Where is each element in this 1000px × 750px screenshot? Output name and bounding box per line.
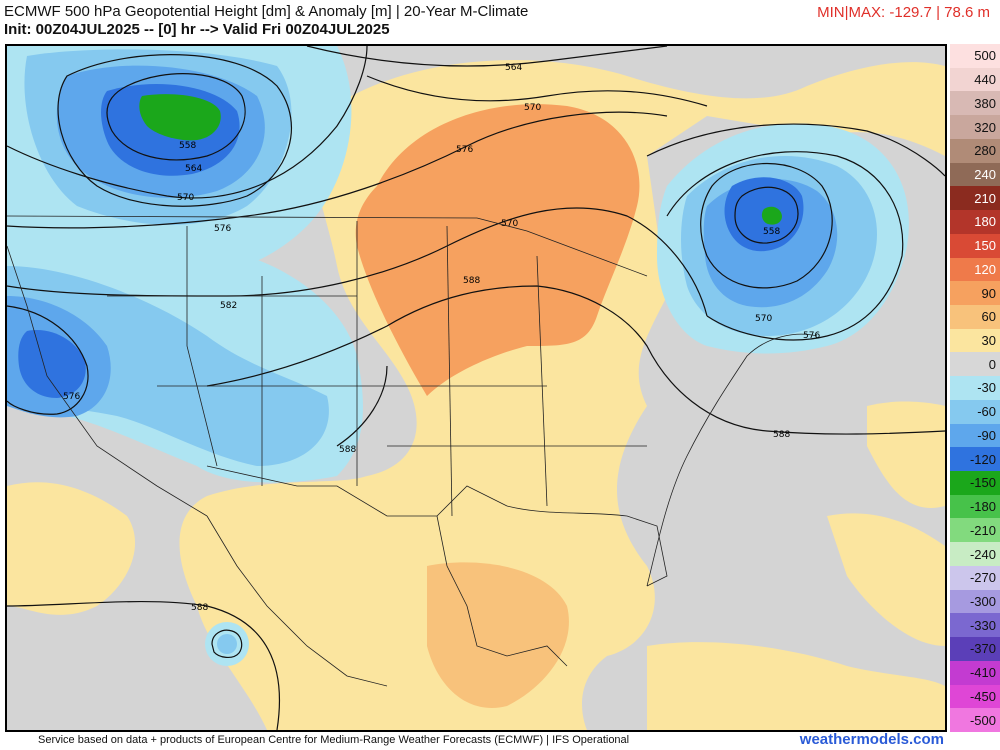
contour-label: 588 [191, 603, 208, 613]
warm-anomaly-core [355, 104, 640, 397]
legend-swatch: -150 [950, 471, 1000, 495]
legend-swatch: 240 [950, 162, 1000, 187]
legend-swatch: 440 [950, 67, 1000, 92]
contour-label: 588 [339, 445, 356, 455]
us-mexico-border [206, 465, 508, 517]
map-canvas: 564 570 576 558 564 570 576 582 576 570 … [7, 46, 945, 730]
legend-swatch: 60 [950, 304, 1000, 329]
state-line-1 [186, 226, 218, 467]
contour-558-ne [734, 186, 799, 244]
contour-label: 588 [773, 430, 790, 440]
legend-swatch: 30 [950, 328, 1000, 353]
legend-swatch: -90 [950, 423, 1000, 448]
mexico-west-coast [206, 515, 388, 687]
cold-anomaly-ne-extreme [761, 206, 782, 225]
legend-swatch: -270 [950, 565, 1000, 590]
brand-link[interactable]: weathermodels.com [799, 731, 944, 748]
legend-swatch: -180 [950, 494, 1000, 519]
warm-anomaly-atlantic [827, 513, 945, 646]
gulf-coast [506, 505, 668, 587]
legend-swatch: -450 [950, 684, 1000, 709]
contour-582-central [7, 207, 708, 317]
legend-swatch: 280 [950, 138, 1000, 163]
weather-map: 564 570 576 558 564 570 576 582 576 570 … [5, 44, 947, 732]
contour-558-nw [106, 73, 246, 161]
legend-swatch: 210 [950, 186, 1000, 211]
contour-564-nw [57, 54, 292, 207]
state-line-4 [446, 225, 453, 517]
contour-576-north [7, 111, 668, 229]
state-line-5 [536, 255, 548, 507]
cold-anomaly-nw-extreme [139, 94, 221, 141]
legend-swatch: -370 [950, 637, 1000, 661]
legend-swatch: -330 [950, 613, 1000, 638]
east-coast [646, 333, 818, 587]
legend-swatch: -240 [950, 542, 1000, 566]
contour-570-ne [666, 151, 904, 341]
legend-swatch: 0 [950, 352, 1000, 377]
warm-anomaly-east [867, 401, 945, 508]
cold-anomaly-sw-low-core [18, 330, 86, 398]
contour-label: 576 [214, 224, 231, 234]
contour-label-group: 564 570 576 558 564 570 576 582 576 570 … [63, 63, 820, 613]
contour-label: 576 [63, 392, 80, 402]
legend-swatch: -30 [950, 376, 1000, 400]
contour-label: 582 [220, 301, 237, 311]
legend-swatch: 120 [950, 257, 1000, 282]
contour-label: 570 [501, 219, 518, 229]
contour-label: 570 [755, 314, 772, 324]
legend-swatch: 150 [950, 233, 1000, 258]
contour-label: 558 [179, 141, 196, 151]
legend-swatch: -410 [950, 660, 1000, 685]
legend-swatch: 380 [950, 91, 1000, 116]
contour-576-sw [7, 305, 89, 415]
mexico-east-coast [436, 515, 568, 667]
legend-swatch: -120 [950, 447, 1000, 472]
contour-588-south [336, 365, 388, 447]
legend-swatch: -300 [950, 589, 1000, 614]
contour-label: 570 [177, 193, 194, 203]
data-credit: Service based on data + products of Euro… [38, 734, 630, 746]
anomaly-legend: 500 440 380 320 280 240 210 180 150 120 90 60 30 0 -30… [950, 44, 1000, 732]
legend-swatch: 500 [950, 44, 1000, 68]
contour-label: 588 [463, 276, 480, 286]
legend-swatch: 180 [950, 210, 1000, 234]
contour-576-ne [646, 123, 945, 177]
contour-570-nw [7, 46, 368, 199]
contour-570-north [366, 75, 708, 107]
us-canada-border [7, 215, 648, 277]
contour-label: 576 [803, 331, 820, 341]
contour-label: 564 [185, 164, 202, 174]
contour-588-pacific [7, 600, 281, 730]
west-coast [7, 245, 208, 517]
init-valid-time: Init: 00Z04JUL2025 -- [0] hr --> Valid F… [4, 21, 390, 38]
contour-564-north [306, 46, 668, 67]
height-contours [7, 46, 945, 730]
warm-anomaly-gulf [427, 562, 569, 708]
warm-anomaly-west-pacific [7, 482, 136, 615]
contour-label: 576 [456, 145, 473, 155]
legend-swatch: 90 [950, 281, 1000, 305]
legend-swatch: -210 [950, 518, 1000, 543]
map-title: ECMWF 500 hPa Geopotential Height [dm] &… [4, 3, 529, 20]
legend-swatch: -500 [950, 708, 1000, 732]
cold-anomaly-west-mid [7, 266, 329, 466]
warm-anomaly-caribbean [647, 642, 945, 730]
contour-label: 564 [505, 63, 522, 73]
legend-swatch: 320 [950, 115, 1000, 139]
legend-swatch: -60 [950, 399, 1000, 424]
cold-anomaly-pacific-small-core [217, 634, 237, 654]
contour-564-ne [700, 162, 833, 289]
contour-label: 570 [524, 103, 541, 113]
contour-label: 558 [763, 227, 780, 237]
boundaries [7, 215, 818, 687]
contour-pacific-small [211, 629, 243, 658]
min-max-readout: MIN|MAX: -129.7 | 78.6 m [817, 4, 990, 21]
